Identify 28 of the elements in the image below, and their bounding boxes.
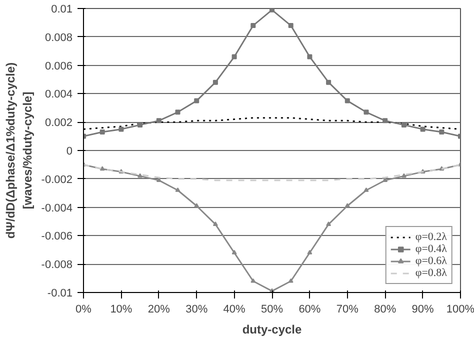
y-axis-title: dΨ/dD(Δphase/Δ1%duty-cycle) [waves/%duty-cycle] bbox=[4, 62, 34, 239]
x-tick-label: 0% bbox=[76, 304, 92, 316]
x-tick-label: 100% bbox=[446, 304, 474, 316]
x-tick-label: 30% bbox=[186, 304, 208, 316]
x-tick-label: 40% bbox=[223, 304, 246, 316]
x-tick-label: 20% bbox=[148, 304, 170, 316]
x-tick-label: 90% bbox=[412, 304, 434, 316]
x-tick-label: 80% bbox=[374, 304, 396, 316]
y-tick-label: 0.01 bbox=[51, 4, 73, 16]
y-tick-label: 0.002 bbox=[44, 117, 73, 130]
legend-label: φ=0.4λ bbox=[415, 243, 447, 255]
y-tick-label: 0.006 bbox=[44, 60, 73, 72]
y-tick-label: 0 bbox=[66, 146, 73, 158]
x-tick-label: 70% bbox=[336, 304, 359, 316]
y-tick-label: 0.004 bbox=[44, 88, 73, 101]
legend-label: φ=0.6λ bbox=[415, 255, 447, 267]
y-tick-label: -0.004 bbox=[41, 202, 73, 214]
x-axis-title: duty-cycle bbox=[242, 322, 302, 336]
x-tick-label: 10% bbox=[110, 304, 132, 316]
y-tick-label: -0.01 bbox=[47, 288, 73, 300]
legend-label: φ=0.2λ bbox=[415, 231, 447, 243]
y-tick-label: -0.008 bbox=[41, 259, 73, 272]
y-tick-label: 0.008 bbox=[44, 32, 73, 44]
x-tick-label: 50% bbox=[260, 304, 284, 316]
y-tick-label: -0.002 bbox=[41, 174, 73, 186]
legend-label: φ=0.8λ bbox=[415, 267, 447, 279]
y-tick-label: -0.006 bbox=[41, 230, 73, 243]
x-tick-label: 60% bbox=[298, 304, 321, 316]
